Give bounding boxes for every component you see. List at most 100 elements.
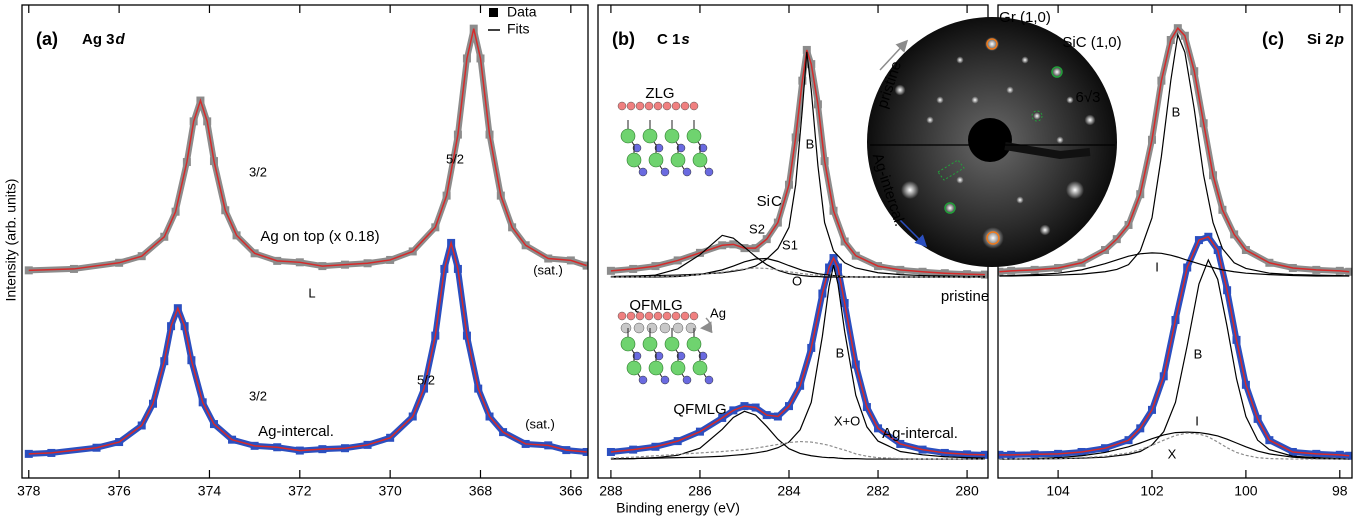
- atom: [643, 129, 657, 143]
- plots: 378376374372370368366(a)Ag 3d3/25/2Ag on…: [17, 5, 1353, 499]
- atom: [634, 323, 644, 333]
- atom: [705, 168, 713, 176]
- atom: [627, 102, 635, 110]
- x-tick-label: 286: [688, 483, 712, 499]
- atom: [639, 168, 647, 176]
- leed-spot: [1016, 196, 1023, 203]
- annotation: B: [836, 345, 845, 360]
- annotation: O: [792, 273, 802, 288]
- atom: [705, 376, 713, 384]
- annotation: Si: [757, 193, 770, 210]
- annotation: Ag-intercal.: [258, 423, 334, 440]
- x-tick-label: 370: [378, 483, 402, 499]
- panel-label: (c): [1262, 29, 1284, 49]
- annotation: pristine: [941, 288, 989, 305]
- x-tick-label: 100: [1234, 483, 1258, 499]
- annotation: QFMLG: [673, 401, 726, 418]
- annotation: ZLG: [645, 85, 674, 102]
- annotation: QFMLG: [629, 297, 682, 314]
- atom: [654, 102, 662, 110]
- atom: [649, 361, 663, 375]
- annotation: 3/2: [249, 164, 267, 179]
- leed-spot: [1040, 225, 1051, 236]
- leed-spot: [1085, 115, 1096, 126]
- leed-spot: [982, 227, 1004, 249]
- atom: [663, 102, 671, 110]
- annotation: S1: [782, 237, 798, 252]
- atom: [693, 361, 707, 375]
- atom: [681, 102, 689, 110]
- annotation: 3/2: [249, 388, 267, 403]
- panel-title-orbital: p: [1334, 31, 1344, 48]
- panel-title-orbital: s: [681, 31, 689, 48]
- atom: [663, 312, 671, 320]
- annotation: B: [1172, 104, 1181, 119]
- x-tick-label: 284: [777, 483, 801, 499]
- annotation: I: [1195, 413, 1199, 428]
- panel-label: (a): [36, 29, 58, 49]
- x-axis-label: Binding energy (eV): [616, 500, 740, 516]
- atom: [687, 129, 701, 143]
- leed-spot: [1056, 136, 1063, 143]
- leed-spot: [1033, 112, 1040, 119]
- legend: Data Fits: [488, 4, 537, 37]
- annotation: (sat.): [533, 262, 563, 277]
- leed-spot: [926, 116, 933, 123]
- atom: [660, 323, 670, 333]
- fit-component: [999, 260, 1349, 459]
- annotation: S2: [749, 221, 765, 236]
- leed-spot: [971, 96, 978, 103]
- leed-inset: [867, 17, 1117, 267]
- figure: Intensity (arb. units) Binding energy (e…: [0, 0, 1360, 521]
- annotation: SiC (1,0): [1062, 34, 1121, 51]
- x-tick-label: 368: [469, 483, 493, 499]
- leed-spot: [1066, 96, 1073, 103]
- annotation: I: [1155, 259, 1159, 274]
- x-tick-label: 366: [559, 483, 583, 499]
- leed-spot: [1021, 56, 1028, 63]
- x-tick-label: 376: [107, 483, 131, 499]
- x-tick-label: 374: [198, 483, 222, 499]
- atom: [618, 312, 626, 320]
- x-tick-label: 98: [1332, 483, 1348, 499]
- annotation: Gr (1,0): [999, 9, 1051, 26]
- leed-spot: [936, 96, 943, 103]
- annotation: B: [806, 136, 815, 151]
- y-axis-label: Intensity (arb. units): [3, 179, 19, 302]
- atom: [690, 312, 698, 320]
- atom: [671, 361, 685, 375]
- annotation: Ag: [710, 305, 726, 320]
- leed-spot: [956, 56, 963, 63]
- atom: [665, 337, 679, 351]
- atom: [647, 323, 657, 333]
- annotation: 5/2: [417, 372, 435, 387]
- legend-label: Fits: [507, 21, 530, 37]
- panel-label: (b): [612, 29, 635, 49]
- atom: [621, 337, 635, 351]
- annotation: C: [771, 193, 782, 210]
- annotation: 5/2: [446, 151, 464, 166]
- leed-spot: [1066, 181, 1084, 199]
- annotation: Ag on top (x 0.18): [260, 228, 379, 245]
- leed-spot: [1006, 86, 1013, 93]
- panel-title: Si 2: [1307, 31, 1334, 48]
- atom: [661, 376, 669, 384]
- atom: [627, 361, 641, 375]
- panel-title-orbital: d: [116, 31, 126, 48]
- atom: [627, 312, 635, 320]
- panel-title: C 1: [657, 31, 680, 48]
- leed-gun: [968, 118, 1012, 162]
- atom: [672, 102, 680, 110]
- x-tick-label: 282: [866, 483, 890, 499]
- atom: [618, 102, 626, 110]
- atom: [627, 153, 641, 167]
- lattice-schematics: [618, 102, 713, 384]
- x-tick-label: 372: [288, 483, 312, 499]
- atom: [636, 312, 644, 320]
- legend-label: Data: [507, 4, 537, 20]
- atom: [671, 153, 685, 167]
- atom: [649, 153, 663, 167]
- atom: [683, 168, 691, 176]
- atom: [645, 102, 653, 110]
- atom: [621, 323, 631, 333]
